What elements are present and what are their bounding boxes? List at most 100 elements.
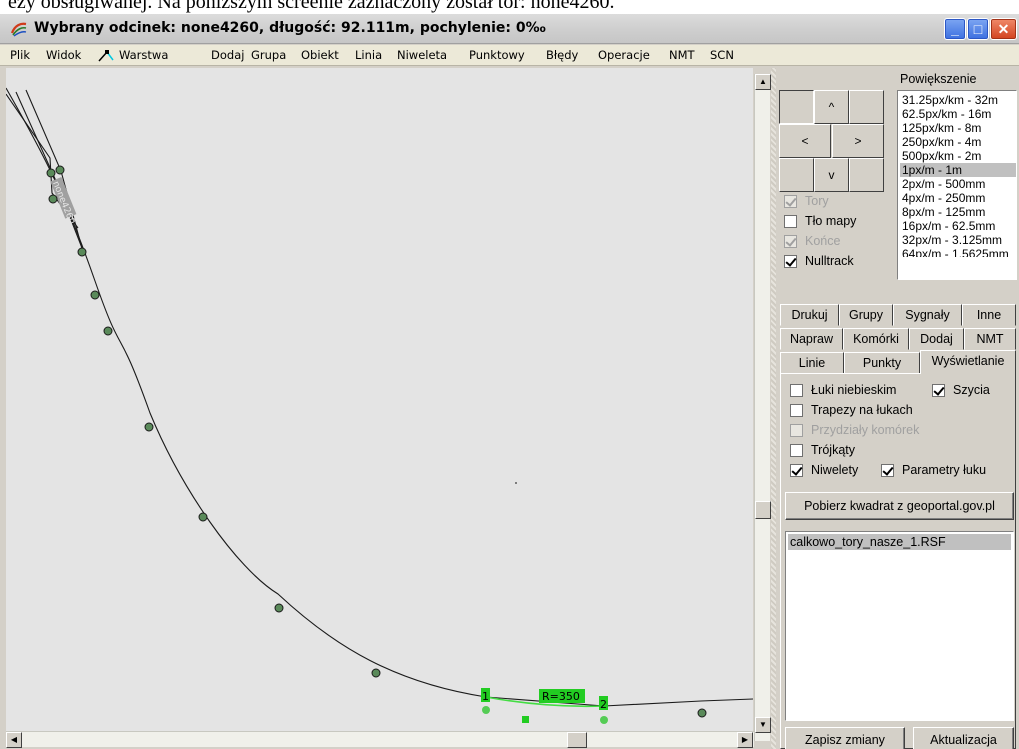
scroll-down-button[interactable]: ▼ — [755, 717, 771, 733]
checkbox-trapezy[interactable]: Trapezy na łukach — [790, 403, 913, 417]
menu-widok[interactable]: Widok — [46, 48, 82, 62]
file-list[interactable]: calkowo_tory_nasze_1.RSF — [785, 531, 1014, 721]
selected-track[interactable] — [485, 696, 605, 708]
track-node[interactable] — [48, 194, 58, 204]
zoom-option[interactable]: 4px/m - 250mm — [902, 191, 986, 205]
checkbox-konce[interactable]: Końce — [784, 234, 840, 248]
checkbox-box[interactable] — [881, 463, 894, 477]
track-node[interactable] — [198, 512, 208, 522]
tab-dodaj[interactable]: Dodaj — [909, 328, 964, 350]
checkbox-box[interactable] — [932, 383, 945, 397]
nav-corner-bottom-left-button[interactable] — [779, 158, 814, 192]
track-node[interactable] — [144, 422, 154, 432]
menu-bledy[interactable]: Błędy — [546, 48, 579, 62]
track-node[interactable] — [55, 165, 65, 175]
menu-warstwa[interactable]: Warstwa — [119, 48, 169, 62]
checkbox-box[interactable] — [790, 423, 803, 437]
zoom-option[interactable]: 2px/m - 500mm — [902, 177, 986, 191]
map-canvas[interactable]: none4260 1 2 R=350 — [6, 68, 753, 732]
zoom-option[interactable]: 500px/km - 2m — [902, 149, 982, 163]
zoom-option[interactable]: 8px/m - 125mm — [902, 205, 986, 219]
menu-dodaj[interactable]: Dodaj — [211, 48, 245, 62]
track-node[interactable] — [77, 247, 87, 257]
nav-down-button[interactable]: v — [814, 158, 849, 192]
nav-right-button[interactable]: > — [832, 124, 884, 158]
menu-nmt[interactable]: NMT — [669, 48, 695, 62]
close-button[interactable]: ✕ — [990, 18, 1017, 40]
tab-napraw[interactable]: Napraw — [780, 328, 843, 350]
menu-niweleta[interactable]: Niweleta — [397, 48, 448, 62]
menu-punktowy[interactable]: Punktowy — [469, 48, 525, 62]
title-bar[interactable]: Wybrany odcinek: none4260, długość: 92.1… — [0, 14, 1019, 44]
tab-drukuj[interactable]: Drukuj — [780, 304, 839, 326]
checkbox-box[interactable] — [784, 194, 797, 208]
zoom-option[interactable]: 32px/m - 3.125mm — [902, 233, 1003, 247]
checkbox-box[interactable] — [790, 463, 803, 477]
vertical-scroll-thumb[interactable] — [755, 501, 771, 519]
tab-wyswietlanie[interactable]: Wyświetlanie — [920, 350, 1016, 374]
zoom-option-selected[interactable]: 1px/m - 1m — [900, 163, 1016, 177]
scroll-left-button[interactable]: ◀ — [6, 732, 22, 748]
scroll-right-button[interactable]: ▶ — [737, 732, 753, 748]
track-node[interactable] — [274, 603, 284, 613]
tab-sygnaly[interactable]: Sygnały — [893, 304, 962, 326]
file-list-item[interactable]: calkowo_tory_nasze_1.RSF — [788, 534, 1011, 550]
horizontal-scroll-thumb[interactable] — [567, 732, 587, 748]
checkbox-box[interactable] — [790, 383, 803, 397]
vertical-scrollbar[interactable]: ▲ ▼ — [754, 74, 771, 741]
track-node[interactable] — [90, 290, 100, 300]
zoom-option[interactable]: 64px/m - 1.5625mm — [902, 247, 1009, 257]
zoom-listbox[interactable]: 31.25px/km - 32m 62.5px/km - 16m 125px/k… — [897, 90, 1017, 280]
endpoint-1[interactable] — [482, 706, 490, 714]
checkbox-przydzialy[interactable]: Przydziały komórek — [790, 423, 919, 437]
zoom-option[interactable]: 31.25px/km - 32m — [902, 93, 999, 107]
checkbox-parametry-luku[interactable]: Parametry łuku — [881, 463, 986, 477]
checkbox-box[interactable] — [790, 403, 803, 417]
tab-grupy[interactable]: Grupy — [839, 304, 893, 326]
zoom-option[interactable]: 62.5px/km - 16m — [902, 107, 992, 121]
endpoint-2[interactable] — [600, 716, 608, 724]
nav-center-button[interactable] — [779, 90, 814, 124]
geoportal-button[interactable]: Pobierz kwadrat z geoportal.gov.pl — [785, 492, 1014, 520]
panel-splitter[interactable] — [771, 68, 776, 749]
track-main[interactable] — [6, 87, 753, 707]
minimize-button[interactable]: _ — [944, 18, 966, 40]
nav-left-button[interactable]: < — [779, 124, 831, 158]
zoom-option[interactable]: 16px/m - 62.5mm — [902, 219, 996, 233]
track-node[interactable] — [46, 168, 56, 178]
menu-grupa[interactable]: Grupa — [251, 48, 287, 62]
maximize-button[interactable]: □ — [967, 18, 989, 40]
checkbox-szycia[interactable]: Szycia — [932, 383, 990, 397]
checkbox-trojkaty[interactable]: Trójkąty — [790, 443, 855, 457]
checkbox-niwelety[interactable]: Niwelety — [790, 463, 858, 477]
scroll-up-button[interactable]: ▲ — [755, 74, 771, 90]
checkbox-tlo-mapy[interactable]: Tło mapy — [784, 214, 856, 228]
update-button[interactable]: Aktualizacja — [913, 727, 1014, 749]
nav-corner-button[interactable] — [849, 90, 884, 124]
nav-up-button[interactable]: ^ — [814, 90, 849, 124]
checkbox-tory[interactable]: Tory — [784, 194, 829, 208]
menu-plik[interactable]: Plik — [10, 48, 30, 62]
track-node[interactable] — [103, 326, 113, 336]
checkbox-box[interactable] — [790, 443, 803, 457]
tab-nmt[interactable]: NMT — [964, 328, 1016, 350]
checkbox-box[interactable] — [784, 234, 797, 248]
nav-corner-bottom-right-button[interactable] — [849, 158, 884, 192]
menu-linia[interactable]: Linia — [355, 48, 383, 62]
tab-komorki[interactable]: Komórki — [843, 328, 909, 350]
track-node[interactable] — [697, 708, 707, 718]
curve-midpoint-marker[interactable] — [522, 716, 529, 723]
menu-obiekt[interactable]: Obiekt — [301, 48, 339, 62]
checkbox-box[interactable] — [784, 254, 797, 268]
tab-inne[interactable]: Inne — [962, 304, 1016, 326]
menu-operacje[interactable]: Operacje — [598, 48, 650, 62]
checkbox-nulltrack[interactable]: Nulltrack — [784, 254, 854, 268]
checkbox-luki-niebieskim[interactable]: Łuki niebieskim — [790, 383, 896, 397]
tab-linie[interactable]: Linie — [780, 352, 844, 374]
menu-scn[interactable]: SCN — [710, 48, 734, 62]
horizontal-scrollbar[interactable]: ◀ ▶ — [6, 731, 754, 748]
checkbox-box[interactable] — [784, 214, 797, 228]
tab-punkty[interactable]: Punkty — [844, 352, 920, 374]
track-node[interactable] — [371, 668, 381, 678]
zoom-option[interactable]: 125px/km - 8m — [902, 121, 982, 135]
